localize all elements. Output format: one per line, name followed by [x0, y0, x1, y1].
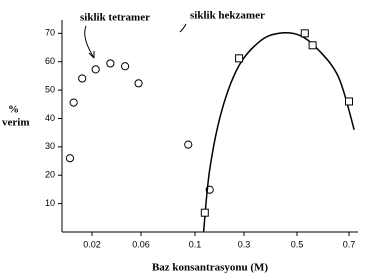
arrow-head [88, 51, 95, 59]
x-label: Baz konsantrasyonu (M) [152, 262, 268, 274]
point [200, 208, 209, 217]
point [308, 41, 317, 50]
point [300, 29, 309, 38]
point [345, 97, 353, 106]
y-tick-label: 60 [45, 56, 55, 66]
point [120, 62, 130, 71]
fit-curve [202, 32, 355, 233]
y-tick-label: 40 [45, 113, 55, 123]
arrow [84, 25, 95, 59]
y-tick-label: 10 [45, 198, 55, 208]
point [134, 79, 143, 88]
annotation: siklik tetramer [80, 12, 150, 24]
y-label: % [8, 104, 19, 116]
x-tick-label: 0.7 [343, 239, 356, 249]
y-tick-label: 50 [45, 84, 55, 94]
point [78, 74, 87, 83]
y-tick-label: 70 [45, 28, 55, 38]
point [235, 54, 244, 63]
point [91, 65, 100, 74]
point [106, 59, 115, 68]
x-tick-label: 0.5 [291, 239, 304, 249]
y-tick-label: 30 [45, 141, 55, 151]
x-tick-label: 0.1 [189, 239, 202, 249]
x-tick-label: 0.02 [83, 239, 101, 249]
point [184, 140, 193, 149]
annotation: siklik hekzamer [190, 10, 265, 22]
point [65, 154, 75, 163]
y-label: verim [2, 117, 29, 129]
y-tick-label: 20 [45, 170, 55, 180]
arrow [179, 23, 187, 33]
x-tick-label: 0.3 [238, 239, 251, 249]
point [69, 98, 78, 107]
x-tick-label: 0.06 [132, 239, 150, 249]
